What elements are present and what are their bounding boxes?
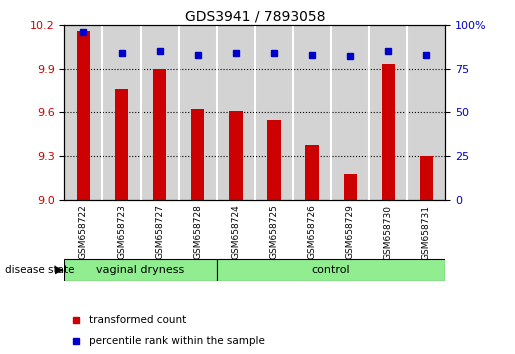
Text: GSM658724: GSM658724 (231, 205, 241, 259)
Bar (267, 120, 281, 200)
FancyBboxPatch shape (217, 259, 445, 281)
Text: transformed count: transformed count (89, 315, 186, 325)
Bar (141, 25, 179, 200)
Bar (102, 25, 141, 200)
Bar (179, 25, 217, 200)
Bar (382, 64, 395, 200)
Bar (305, 144, 319, 200)
Bar (115, 89, 128, 200)
Bar (64, 25, 102, 200)
Text: GSM658727: GSM658727 (155, 205, 164, 259)
Bar (229, 111, 243, 200)
FancyBboxPatch shape (64, 259, 217, 281)
Bar (191, 109, 204, 200)
Bar (77, 30, 90, 200)
Bar (153, 69, 166, 200)
Text: GSM658725: GSM658725 (269, 205, 279, 259)
Text: GSM658730: GSM658730 (384, 205, 393, 259)
Text: percentile rank within the sample: percentile rank within the sample (89, 336, 265, 346)
Bar (217, 25, 255, 200)
Text: GSM658723: GSM658723 (117, 205, 126, 259)
Bar (331, 25, 369, 200)
Text: GSM658722: GSM658722 (79, 205, 88, 259)
Bar (255, 25, 293, 200)
Title: GDS3941 / 7893058: GDS3941 / 7893058 (185, 10, 325, 24)
Text: GSM658728: GSM658728 (193, 205, 202, 259)
Bar (293, 25, 331, 200)
Bar (344, 174, 357, 200)
Text: disease state: disease state (5, 265, 75, 275)
Text: ▶: ▶ (55, 265, 63, 275)
Text: GSM658726: GSM658726 (307, 205, 317, 259)
Text: vaginal dryness: vaginal dryness (96, 265, 185, 275)
Bar (420, 156, 433, 200)
Bar (407, 25, 445, 200)
Text: control: control (312, 265, 350, 275)
Text: GSM658729: GSM658729 (346, 205, 355, 259)
Bar (369, 25, 407, 200)
Text: GSM658731: GSM658731 (422, 205, 431, 259)
